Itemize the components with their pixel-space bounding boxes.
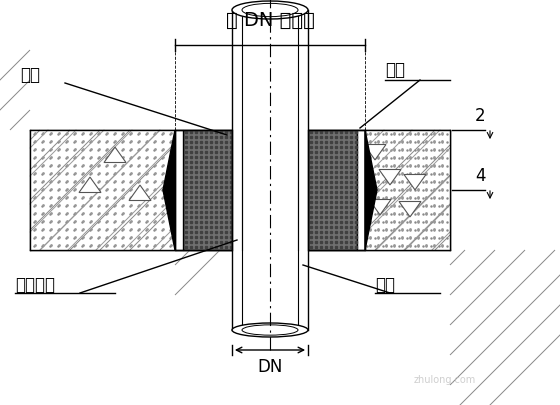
Polygon shape <box>104 147 126 162</box>
Ellipse shape <box>232 323 308 337</box>
Bar <box>30 130 175 250</box>
Bar <box>357 130 365 250</box>
Polygon shape <box>79 177 101 192</box>
Polygon shape <box>163 130 175 250</box>
Ellipse shape <box>232 1 308 19</box>
Text: 比 DN 大二号: 比 DN 大二号 <box>226 11 314 30</box>
Bar <box>308 130 357 250</box>
Bar <box>30 130 450 250</box>
Text: DN: DN <box>257 358 283 376</box>
Text: 油麳: 油麳 <box>20 66 40 84</box>
Polygon shape <box>369 200 391 215</box>
Bar <box>365 130 450 250</box>
Bar <box>183 130 232 250</box>
Polygon shape <box>365 130 377 250</box>
Polygon shape <box>364 145 386 160</box>
Text: 套管: 套管 <box>385 61 405 79</box>
Polygon shape <box>379 170 401 185</box>
Text: 石棉水泥: 石棉水泥 <box>15 276 55 294</box>
Text: zhulong.com: zhulong.com <box>414 375 476 385</box>
Text: 小管: 小管 <box>375 276 395 294</box>
Text: 4: 4 <box>475 167 486 185</box>
Polygon shape <box>399 202 421 217</box>
Polygon shape <box>404 175 426 190</box>
Bar <box>232 130 308 250</box>
Bar <box>175 130 365 250</box>
Polygon shape <box>129 185 151 200</box>
Text: 2: 2 <box>475 107 486 125</box>
Bar <box>175 130 183 250</box>
Bar <box>232 0 308 330</box>
